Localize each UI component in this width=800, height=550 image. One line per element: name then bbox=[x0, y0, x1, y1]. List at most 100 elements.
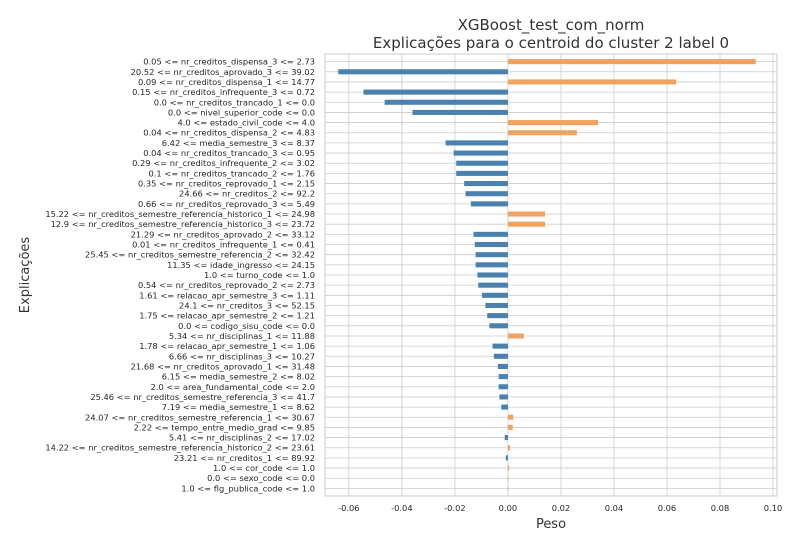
y-tick-label: 24.66 <= nr_creditos_2 <= 92.2 bbox=[179, 189, 315, 199]
y-tick-label: 24.1 <= nr_creditos_3 <= 52.15 bbox=[179, 300, 315, 310]
y-tick-label: 20.52 <= nr_creditos_aprovado_3 <= 39.02 bbox=[131, 67, 315, 77]
bar bbox=[465, 191, 508, 197]
y-tick-label: 25.45 <= nr_creditos_semestre_referencia… bbox=[85, 250, 315, 260]
y-tick-label: 2.0 <= area_fundamental_code <= 2.0 bbox=[151, 382, 315, 392]
x-tick-label: 0.04 bbox=[605, 503, 623, 513]
bar bbox=[412, 109, 508, 115]
bar bbox=[384, 99, 508, 105]
y-tick-label: 24.07 <= nr_creditos_semestre_referencia… bbox=[85, 412, 315, 422]
y-tick-label: 0.04 <= nr_creditos_trancado_3 <= 0.95 bbox=[143, 148, 315, 158]
y-tick-label: 0.66 <= nr_creditos_reprovado_3 <= 5.49 bbox=[138, 199, 315, 209]
bar bbox=[474, 241, 508, 248]
y-tick-label: 0.01 <= nr_creditos_infrequente_1 <= 0.4… bbox=[132, 240, 315, 250]
y-tick-label: 7.19 <= media_semestre_1 <= 8.62 bbox=[162, 402, 315, 412]
bar bbox=[485, 302, 508, 309]
bars bbox=[338, 59, 756, 491]
bar bbox=[493, 353, 508, 359]
bar bbox=[507, 59, 756, 65]
bar bbox=[507, 465, 510, 471]
y-tick-label: 6.66 <= nr_disciplinas_3 <= 10.27 bbox=[169, 351, 315, 361]
bar bbox=[507, 414, 514, 420]
y-tick-label: 2.22 <= tempo_entre_medio_grad <= 9.85 bbox=[134, 422, 315, 432]
y-tick-label: 5.34 <= nr_disciplinas_1 <= 11.88 bbox=[169, 331, 315, 341]
x-tick-label: 0.00 bbox=[499, 503, 517, 513]
y-tick-label: 4.0 <= estado_civil_code <= 4.0 bbox=[177, 118, 315, 128]
bar bbox=[481, 292, 508, 298]
bar bbox=[507, 445, 511, 451]
y-tick-label: 5.41 <= nr_disciplinas_2 <= 17.02 bbox=[169, 433, 315, 443]
y-tick-label: 6.15 <= media_semestre_2 <= 8.02 bbox=[162, 372, 315, 382]
bar bbox=[478, 282, 508, 288]
bar bbox=[473, 231, 508, 237]
y-tick-label: 1.78 <= relacao_apr_semestre_1 <= 1.06 bbox=[139, 341, 315, 351]
y-tick-label: 0.0 <= codigo_sisu_code <= 0.0 bbox=[178, 321, 315, 331]
y-tick-label: 0.04 <= nr_creditos_dispensa_2 <= 4.83 bbox=[143, 128, 315, 138]
y-tick-label: 0.1 <= nr_creditos_trancado_2 <= 1.76 bbox=[148, 168, 315, 178]
bar bbox=[453, 150, 508, 156]
y-tick-label: 15.22 <= nr_creditos_semestre_referencia… bbox=[45, 209, 315, 219]
bar bbox=[475, 262, 508, 268]
bar bbox=[497, 363, 508, 369]
y-tick-label: 14.22 <= nr_creditos_semestre_referencia… bbox=[45, 443, 315, 453]
bar bbox=[456, 160, 508, 166]
x-tick-label: 0.08 bbox=[711, 503, 729, 513]
y-tick-label: 0.29 <= nr_creditos_infrequente_2 <= 3.0… bbox=[132, 158, 315, 168]
bar bbox=[470, 201, 508, 207]
bar bbox=[507, 485, 509, 491]
bar bbox=[464, 181, 508, 187]
y-tick-label: 1.61 <= relacao_apr_semestre_3 <= 1.11 bbox=[139, 290, 315, 300]
y-tick-label: 21.68 <= nr_creditos_aprovado_1 <= 31.48 bbox=[131, 361, 315, 371]
x-tick-label: 0.02 bbox=[552, 503, 570, 513]
bar bbox=[456, 170, 508, 176]
y-tick-label: 25.46 <= nr_creditos_semestre_referencia… bbox=[90, 392, 315, 402]
y-tick-label: 0.0 <= sexo_code <= 0.0 bbox=[207, 473, 315, 483]
bar bbox=[504, 435, 508, 441]
x-tick-label: 0.10 bbox=[764, 503, 782, 513]
bar bbox=[507, 130, 577, 136]
y-tick-label: 11.35 <= idade_ingresso <= 24.15 bbox=[167, 260, 315, 270]
bar bbox=[499, 394, 508, 400]
y-tick-label: 0.15 <= nr_creditos_infrequente_3 <= 0.7… bbox=[132, 87, 315, 97]
x-tick-label: -0.02 bbox=[444, 503, 465, 513]
bar bbox=[507, 211, 546, 217]
plot-frame bbox=[324, 53, 778, 497]
bar bbox=[475, 252, 508, 258]
y-axis-label: Explicações bbox=[18, 237, 33, 314]
x-tick-labels: -0.06 -0.04 -0.02 0.00 0.02 0.04 0.06 0.08 0.10 bbox=[338, 503, 782, 513]
y-tick-label: 12.9 <= nr_creditos_semestre_referencia_… bbox=[51, 219, 315, 229]
y-tick-label: 1.75 <= relacao_apr_semestre_2 <= 1.21 bbox=[139, 311, 315, 321]
bar bbox=[445, 140, 508, 146]
y-tick-label: 0.0 <= nivel_superior_code <= 0.0 bbox=[168, 107, 315, 117]
y-tick-label: 0.05 <= nr_creditos_dispensa_3 <= 2.73 bbox=[143, 57, 315, 67]
bar bbox=[477, 272, 508, 278]
y-tick-label: 23.21 <= nr_creditos_1 <= 89.92 bbox=[174, 453, 315, 463]
y-tick-label: 21.29 <= nr_creditos_aprovado_2 <= 33.12 bbox=[131, 229, 315, 239]
plot-area bbox=[324, 53, 778, 497]
bar bbox=[507, 79, 677, 85]
chart-title: XGBoost_test_com_norm bbox=[458, 16, 645, 35]
y-tick-labels: 0.05 <= nr_creditos_dispensa_3 <= 2.7320… bbox=[45, 57, 315, 494]
y-tick-label: 6.42 <= media_semestre_3 <= 8.37 bbox=[162, 138, 315, 148]
bar bbox=[505, 455, 508, 461]
bar bbox=[338, 69, 508, 75]
y-tick-label: 1.0 <= turno_code <= 1.0 bbox=[204, 270, 315, 280]
y-tick-label: 0.35 <= nr_creditos_reprovado_1 <= 2.15 bbox=[138, 179, 315, 189]
bar bbox=[501, 404, 508, 410]
bar bbox=[489, 323, 508, 329]
bar bbox=[498, 374, 508, 380]
x-axis-label: Peso bbox=[536, 517, 566, 532]
bar bbox=[507, 221, 546, 227]
bar bbox=[507, 120, 599, 126]
y-tick-label: 0.09 <= nr_creditos_dispensa_1 <= 14.77 bbox=[138, 77, 315, 87]
y-tick-label: 1.0 <= flg_publica_code <= 1.0 bbox=[181, 483, 315, 493]
bar bbox=[487, 313, 508, 319]
x-tick-label: -0.04 bbox=[391, 503, 412, 513]
bar bbox=[507, 475, 509, 481]
x-tick-label: 0.06 bbox=[658, 503, 676, 513]
y-tick-label: 0.0 <= nr_creditos_trancado_1 <= 0.0 bbox=[154, 97, 315, 107]
bar bbox=[507, 424, 513, 430]
bar bbox=[363, 89, 508, 95]
x-tick-label: -0.06 bbox=[338, 503, 359, 513]
chart-subtitle: Explicações para o centroid do cluster 2… bbox=[373, 34, 729, 52]
